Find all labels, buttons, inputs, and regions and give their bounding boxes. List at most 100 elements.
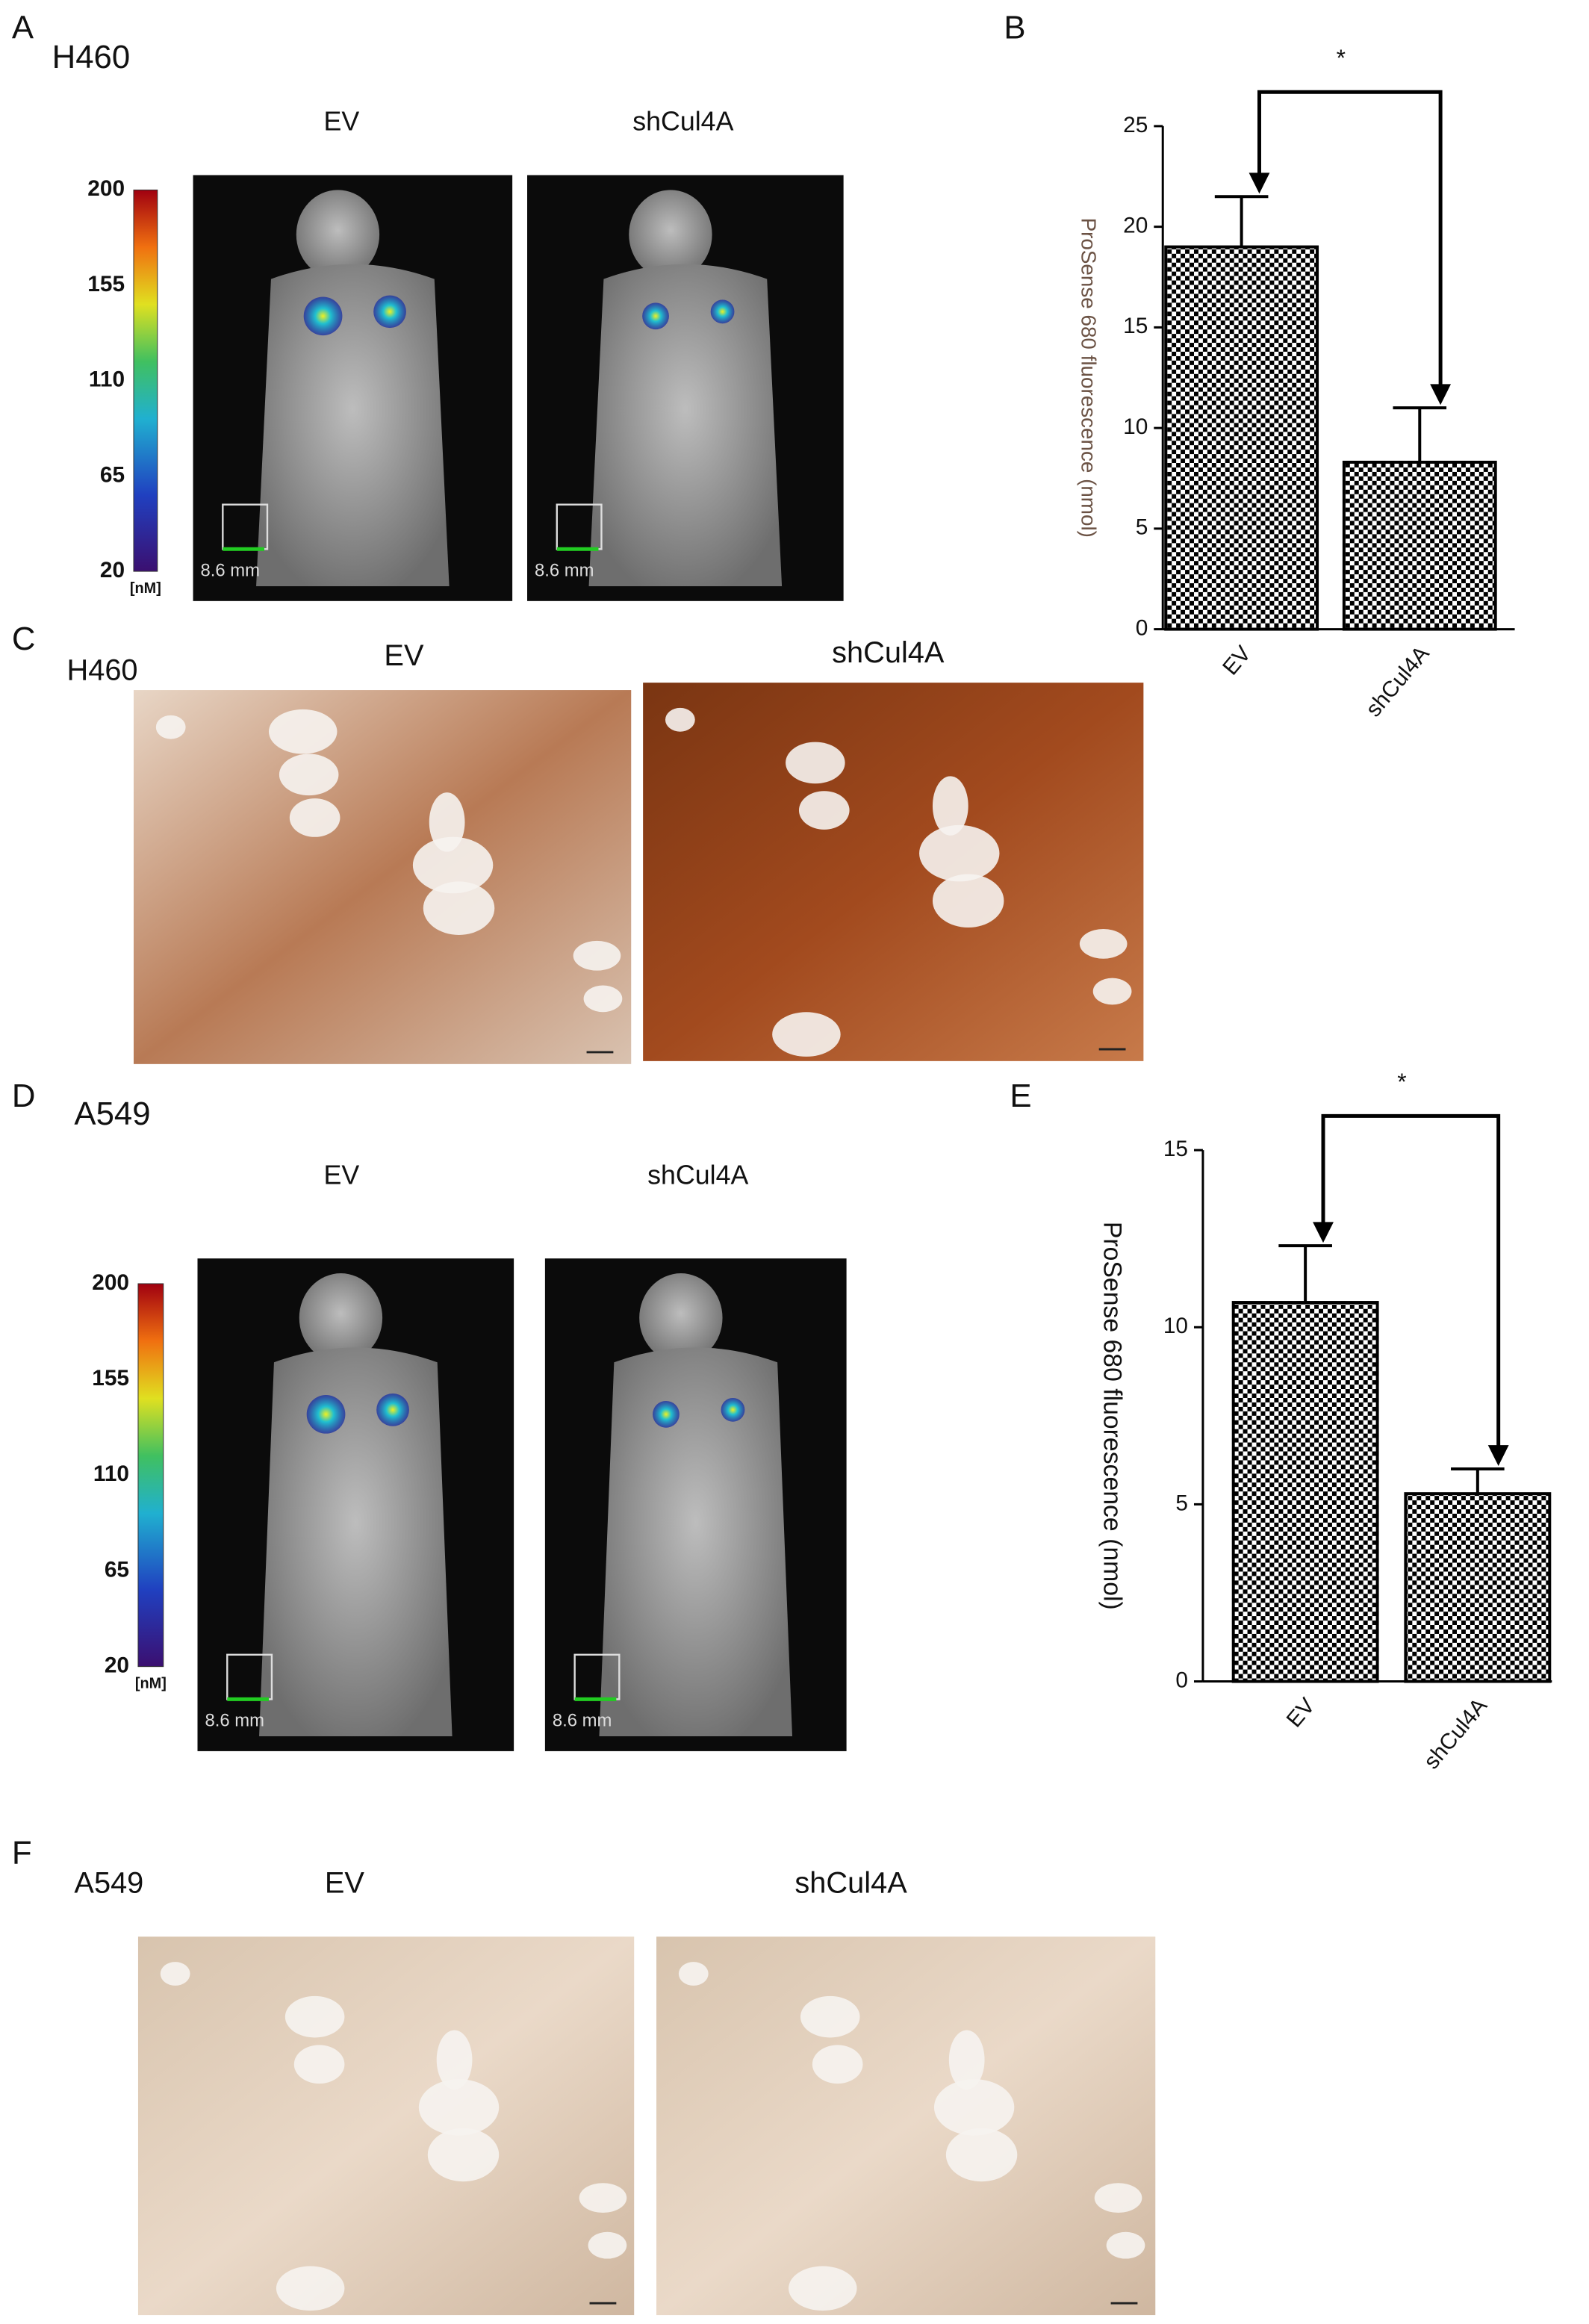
condition-label: EV [324, 106, 360, 136]
condition-label: shCul4A [794, 1866, 907, 1899]
y-tick-label: 10 [1163, 1314, 1188, 1338]
mouse-head [299, 1273, 383, 1363]
significance-mark: * [1397, 1068, 1406, 1095]
significance-bracket [1321, 1113, 1501, 1449]
arrow-head [1248, 173, 1270, 194]
tissue-space [772, 1012, 841, 1057]
condition-label: EV [384, 639, 424, 672]
tissue-space [678, 1962, 709, 1986]
x-tick-label: EV [1282, 1694, 1320, 1733]
tissue-space [665, 707, 695, 732]
signal-spot [376, 1394, 409, 1426]
tissue-space [412, 836, 494, 894]
colorbar-tick-label: 155 [92, 1366, 129, 1391]
error-bar [1214, 195, 1269, 247]
colorbar [137, 1283, 164, 1668]
condition-label: EV [324, 1160, 360, 1190]
mouse-body [588, 264, 783, 586]
tissue-space [276, 2266, 345, 2311]
y-tick-label: 25 [1123, 113, 1148, 137]
panel-letter: A [12, 9, 34, 46]
tissue-space [945, 2128, 1018, 2182]
tissue-space [948, 2030, 985, 2090]
tissue-space [418, 2079, 500, 2136]
x-tick-label: shCul4A [1419, 1694, 1492, 1774]
panel-letter: F [12, 1835, 32, 1871]
tissue-space [933, 2079, 1015, 2136]
histology-photo [133, 690, 632, 1064]
tissue-space [423, 881, 495, 935]
cell-line: A549 [74, 1096, 150, 1132]
tissue-space [155, 715, 186, 739]
y-tick-label: 10 [1123, 414, 1148, 439]
histology-photo [137, 1936, 635, 2316]
x-tick-label: EV [1218, 641, 1256, 680]
scale-label: 8.6 mm [553, 1710, 612, 1730]
error-bar [1451, 1467, 1505, 1494]
colorbar-tick-label: 65 [105, 1557, 129, 1582]
cell-line: H460 [66, 654, 137, 687]
signal-spot [642, 302, 669, 330]
tissue-space [919, 824, 1000, 882]
arrow-head [1487, 1445, 1509, 1466]
colorbar-tick-label: 20 [100, 558, 125, 582]
arrow-head [1430, 384, 1452, 406]
tissue-space [427, 2128, 500, 2182]
tissue-space [932, 776, 968, 836]
signal-spot [721, 1397, 745, 1422]
signal-spot [306, 1394, 346, 1434]
tissue-space [1079, 929, 1128, 959]
tissue-space [279, 754, 339, 796]
error-bar [1278, 1244, 1332, 1303]
tissue-space [1094, 2183, 1142, 2213]
bar [1342, 460, 1497, 631]
scale-label: 8.6 mm [200, 560, 260, 580]
mouse-body [256, 264, 450, 586]
condition-label: shCul4A [632, 106, 733, 136]
tissue-space [573, 940, 621, 971]
tissue-space [588, 2231, 627, 2259]
signal-spot [303, 296, 343, 336]
condition-label: EV [325, 1866, 365, 1899]
mouse-body [599, 1347, 793, 1737]
mouse-head [639, 1273, 723, 1363]
histology-photo [656, 1936, 1156, 2316]
tissue-space [579, 2183, 627, 2213]
signal-spot [373, 295, 406, 329]
tissue-space [436, 2030, 473, 2090]
tissue-space [284, 1995, 345, 2038]
colorbar-tick-label: 110 [89, 367, 125, 392]
bar [1404, 1492, 1552, 1683]
y-tick-label: 20 [1123, 214, 1148, 238]
tissue-space [268, 709, 338, 754]
tissue-space [932, 874, 1004, 928]
x-tick-label: shCul4A [1361, 641, 1434, 722]
tissue-space [798, 791, 850, 830]
significance-mark: * [1337, 44, 1346, 71]
bar [1231, 1301, 1379, 1683]
tissue-space [786, 742, 845, 784]
tissue-space [1106, 2231, 1145, 2259]
scale-label: 8.6 mm [535, 560, 594, 580]
scale-label: 8.6 mm [205, 1710, 264, 1730]
colorbar-tick-label: 110 [93, 1461, 129, 1486]
mouse-body [259, 1347, 453, 1737]
tissue-space [800, 1995, 860, 2038]
error-bar [1393, 406, 1447, 462]
colorbar [133, 189, 158, 572]
condition-label: shCul4A [647, 1160, 748, 1190]
panel-letter: E [1010, 1078, 1031, 1114]
colorbar-tick-label: 155 [87, 272, 125, 296]
colorbar-tick-label: 200 [87, 176, 125, 201]
y-axis-label: ProSense 680 fluorescence (nmol) [1098, 1222, 1127, 1610]
y-tick-label: 0 [1175, 1668, 1188, 1692]
mouse-head [296, 190, 380, 279]
y-tick-label: 5 [1175, 1491, 1188, 1515]
y-axis-label: ProSense 680 fluorescence (nmol) [1077, 218, 1100, 538]
tissue-space [429, 792, 465, 852]
bar [1164, 245, 1319, 631]
colorbar-unit: [nM] [130, 580, 161, 597]
histology-photo [643, 683, 1144, 1061]
